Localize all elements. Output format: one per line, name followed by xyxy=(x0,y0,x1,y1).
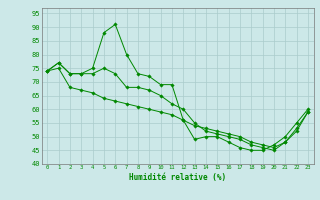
X-axis label: Humidité relative (%): Humidité relative (%) xyxy=(129,173,226,182)
